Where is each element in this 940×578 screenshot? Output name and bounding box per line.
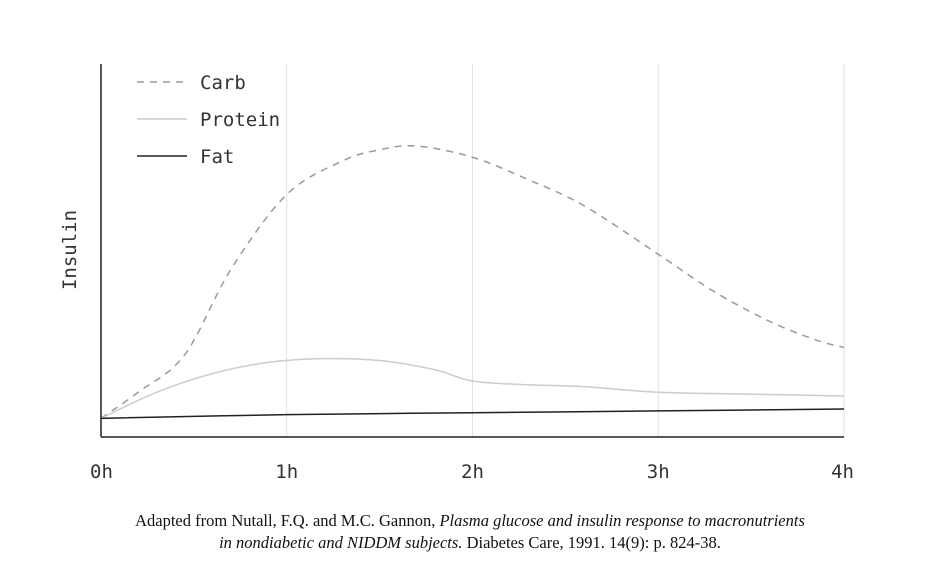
series-line-fat xyxy=(100,408,845,420)
x-tick-labels: 0h 1h 2h 3h 4h xyxy=(90,461,854,483)
legend-label-fat: Fat xyxy=(200,146,234,168)
x-tick-label: 1h xyxy=(275,461,298,483)
series-lines xyxy=(100,145,845,420)
caption-line-2: in nondiabetic and NIDDM subjects. Diabe… xyxy=(0,532,940,554)
x-tick-label: 0h xyxy=(90,461,113,483)
x-tick-label: 2h xyxy=(461,461,484,483)
caption-suffix: Diabetes Care, 1991. 14(9): p. 824-38. xyxy=(462,533,721,552)
legend: Carb Protein Fat xyxy=(137,72,280,168)
series-line-carb xyxy=(100,145,845,419)
grid-lines xyxy=(286,64,845,437)
y-axis-label: Insulin xyxy=(59,210,81,290)
legend-label-protein: Protein xyxy=(200,109,280,131)
caption-title-part-1: Plasma glucose and insulin response to m… xyxy=(439,511,805,530)
x-tick-label: 4h xyxy=(831,461,854,483)
citation-caption: Adapted from Nutall, F.Q. and M.C. Ganno… xyxy=(0,510,940,554)
legend-label-carb: Carb xyxy=(200,72,246,94)
x-tick-label: 3h xyxy=(647,461,670,483)
caption-line-1: Adapted from Nutall, F.Q. and M.C. Ganno… xyxy=(0,510,940,532)
caption-prefix: Adapted from Nutall, F.Q. and M.C. Ganno… xyxy=(135,511,440,530)
series-line-protein xyxy=(100,357,845,420)
caption-title-part-2: in nondiabetic and NIDDM subjects. xyxy=(219,533,463,552)
insulin-chart: 0h 1h 2h 3h 4h Insulin Carb Protein Fat xyxy=(59,64,854,483)
